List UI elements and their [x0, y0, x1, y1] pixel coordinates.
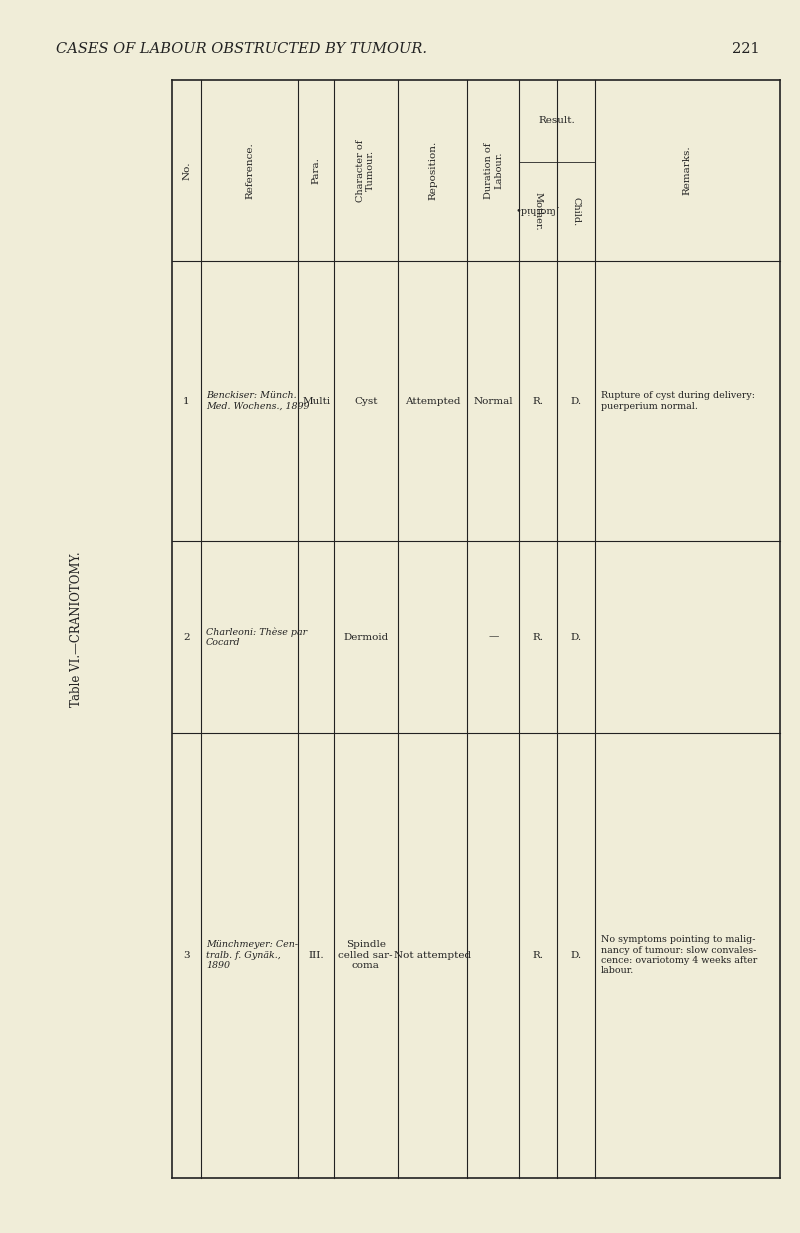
Text: Remarks.: Remarks. [682, 145, 692, 196]
Text: Charleoni: Thèse par
Cocard: Charleoni: Thèse par Cocard [206, 628, 307, 647]
Text: Benckiser: Münch.
Med. Wochens., 1899: Benckiser: Münch. Med. Wochens., 1899 [206, 391, 310, 411]
Text: 3: 3 [183, 951, 190, 959]
Text: Reference.: Reference. [246, 142, 254, 199]
Text: R.: R. [533, 633, 543, 641]
Text: III.: III. [308, 951, 324, 959]
Text: Cyst: Cyst [354, 397, 378, 406]
Text: Dermoid: Dermoid [343, 633, 388, 641]
Text: Rupture of cyst during delivery:
puerperium normal.: Rupture of cyst during delivery: puerper… [601, 391, 755, 411]
Text: Table VI.—CRANIOTOMY.: Table VI.—CRANIOTOMY. [70, 551, 82, 707]
Text: Duration of
Labour.: Duration of Labour. [484, 143, 503, 199]
Text: •pᴉɥʇoɱ˙: •pᴉɥʇoɱ˙ [515, 207, 561, 216]
Text: Not attempted: Not attempted [394, 951, 471, 959]
Text: Result.: Result. [538, 116, 575, 126]
Text: Attempted: Attempted [405, 397, 460, 406]
Text: CASES OF LABOUR OBSTRUCTED BY TUMOUR.: CASES OF LABOUR OBSTRUCTED BY TUMOUR. [56, 42, 427, 55]
Text: R.: R. [533, 951, 543, 959]
Text: —: — [488, 633, 498, 641]
Text: Reposition.: Reposition. [428, 141, 437, 200]
Text: 1: 1 [183, 397, 190, 406]
Text: Character of
Tumour.: Character of Tumour. [356, 139, 375, 202]
Text: Spindle
celled sar-
coma: Spindle celled sar- coma [338, 941, 393, 970]
Text: D.: D. [570, 633, 582, 641]
Text: Mother.: Mother. [534, 192, 542, 231]
Text: Multi: Multi [302, 397, 330, 406]
Text: Normal: Normal [474, 397, 513, 406]
Text: No.: No. [182, 162, 191, 180]
Text: Para.: Para. [311, 158, 321, 184]
Text: D.: D. [570, 397, 582, 406]
Text: 221: 221 [732, 42, 760, 55]
Text: D.: D. [570, 951, 582, 959]
Text: Münchmeyer: Cen-
tralb. f. Gynäk.,
1890: Münchmeyer: Cen- tralb. f. Gynäk., 1890 [206, 941, 298, 970]
Text: Child.: Child. [571, 197, 580, 226]
Text: No symptoms pointing to malig-
nancy of tumour: slow convales-
cence: ovariotomy: No symptoms pointing to malig- nancy of … [601, 935, 758, 975]
Text: 2: 2 [183, 633, 190, 641]
Text: R.: R. [533, 397, 543, 406]
